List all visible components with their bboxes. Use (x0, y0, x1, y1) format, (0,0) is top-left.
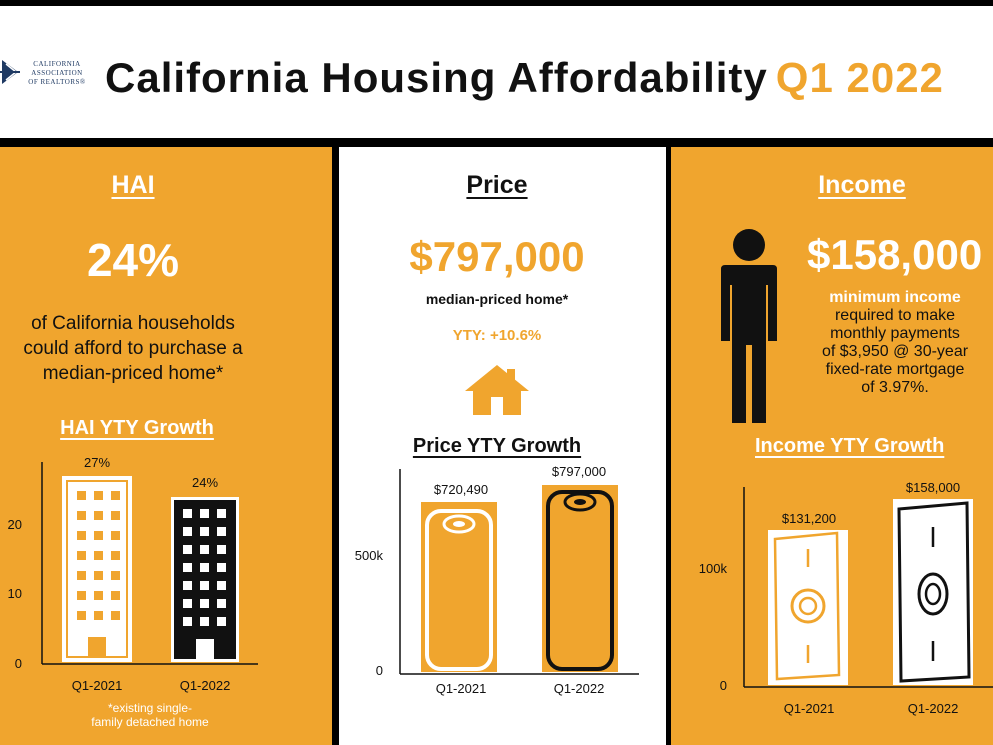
page-title-text: California Housing Affordability (105, 54, 768, 101)
hai-big-value: 24% (86, 234, 180, 286)
income-desc-line-6: of 3.97%. (861, 379, 929, 396)
income-big-value: $158,000 (807, 231, 983, 278)
price-bar-q1-2021-fill (421, 502, 497, 672)
hai-description: of California households could afford to… (0, 311, 266, 386)
price-chart: 0 500k $720,490 $797,000 Q1-2021 Q1-2022 (355, 464, 639, 696)
price-xtick-q1-2021: Q1-2021 (436, 681, 487, 696)
income-bar-q1-2022-bill-coin (917, 572, 949, 616)
price-bar-q1-2022 (542, 485, 618, 672)
hai-desc-line-3: median-priced home* (42, 363, 224, 384)
hai-bar-q1-2021-building (62, 476, 132, 662)
income-chart: 0 100k $131,200 $158,000 Q1-2021 Q1-2022 (699, 480, 993, 716)
hai-bar-q1-2021-windows (77, 491, 120, 657)
price-bar-q1-2021-tag-hole (442, 514, 476, 534)
hai-value-label-q1-2022: 24% (192, 475, 218, 490)
income-bar-q1-2022-bill-outline (897, 501, 971, 683)
hai-ytick-10: 10 (8, 586, 22, 601)
logo-text: CALIFORNIA ASSOCIATION OF REALTORS® (22, 60, 92, 87)
income-ytick-0: 0 (720, 678, 727, 693)
hai-ytick-20: 20 (8, 517, 22, 532)
income-desc-line-3: monthly payments (830, 325, 960, 342)
hai-bar-q1-2022 (171, 497, 239, 662)
hai-footnote-line-2: family detached home (91, 715, 209, 729)
income-value-label-q1-2022: $158,000 (906, 480, 960, 495)
price-value-label-q1-2022: $797,000 (552, 464, 606, 479)
income-desc-line-4: of $3,950 @ 30-year (821, 343, 969, 360)
income-bar-q1-2021-bill-coin (790, 588, 826, 624)
price-bar-q1-2022-tag-outline (546, 490, 614, 671)
income-xtick-q1-2022: Q1-2022 (908, 701, 959, 716)
hai-ytick-0: 0 (15, 656, 22, 671)
car-logo-icon (0, 60, 20, 84)
header-bar: CALIFORNIA ASSOCIATION OF REALTORS® Cali… (0, 6, 993, 138)
income-bar-q1-2021 (768, 530, 848, 685)
page-title-quarter: Q1 2022 (775, 54, 944, 101)
income-bar-q1-2021-bill-outline (773, 531, 841, 681)
logo-line-3: OF REALTORS® (28, 78, 86, 86)
price-big-value: $797,000 (409, 233, 585, 280)
house-icon (465, 365, 529, 415)
price-xtick-q1-2022: Q1-2022 (554, 681, 605, 696)
hai-xtick-q1-2022: Q1-2022 (180, 678, 231, 693)
income-heading: Income (818, 171, 906, 199)
hai-desc-line-1: of California households (31, 313, 235, 334)
income-panel: Income $158,000 minimum income required … (671, 147, 993, 745)
income-desc-line-5: fixed-rate mortgage (825, 361, 965, 378)
hai-footnote-line-1: *existing single- (107, 701, 193, 715)
income-desc-line-2: required to make (834, 307, 956, 324)
hai-chart: 0 10 20 (8, 455, 258, 693)
hai-value-label-q1-2021: 27% (84, 455, 110, 470)
logo-line-2: ASSOCIATION (31, 69, 83, 77)
price-value-label-q1-2021: $720,490 (434, 482, 488, 497)
page-title: California Housing Affordability Q1 2022 (105, 54, 944, 102)
price-chart-title: Price YTY Growth (412, 435, 582, 457)
hai-bar-q1-2022-windows (183, 509, 226, 659)
price-bar-q1-2022-tag-hole (563, 492, 597, 512)
hai-xtick-q1-2021: Q1-2021 (72, 678, 123, 693)
income-description: minimum income required to make monthly … (805, 289, 985, 397)
hai-bar-q1-2022-building (174, 500, 236, 659)
person-icon (721, 229, 777, 423)
income-xtick-q1-2021: Q1-2021 (784, 701, 835, 716)
income-chart-title: Income YTY Growth (755, 435, 945, 457)
price-sub: median-priced home* (425, 291, 569, 307)
price-heading: Price (466, 171, 528, 199)
hai-bar-q1-2021 (62, 476, 132, 662)
price-bar-q1-2021-tag-outline (425, 509, 493, 671)
income-value-label-q1-2021: $131,200 (782, 511, 836, 526)
price-yty: YTY: +10.6% (452, 327, 542, 344)
hai-footnote: *existing single- family detached home (60, 701, 240, 729)
income-desc-line-1: minimum income (829, 289, 961, 306)
hai-heading: HAI (111, 171, 155, 199)
logo-line-1: CALIFORNIA (33, 60, 81, 68)
price-bar-q1-2021 (421, 502, 497, 672)
income-ytick-100k: 100k (699, 561, 728, 576)
hai-desc-line-2: could afford to purchase a (23, 338, 243, 359)
price-ytick-0: 0 (376, 663, 383, 678)
price-ytick-500k: 500k (355, 548, 384, 563)
income-bar-q1-2022 (893, 499, 973, 685)
price-bar-q1-2022-fill (542, 485, 618, 672)
hai-panel: HAI 24% of California households could a… (0, 147, 332, 745)
price-panel: Price $797,000 median-priced home* YTY: … (339, 147, 666, 745)
hai-chart-title: HAI YTY Growth (60, 417, 214, 439)
